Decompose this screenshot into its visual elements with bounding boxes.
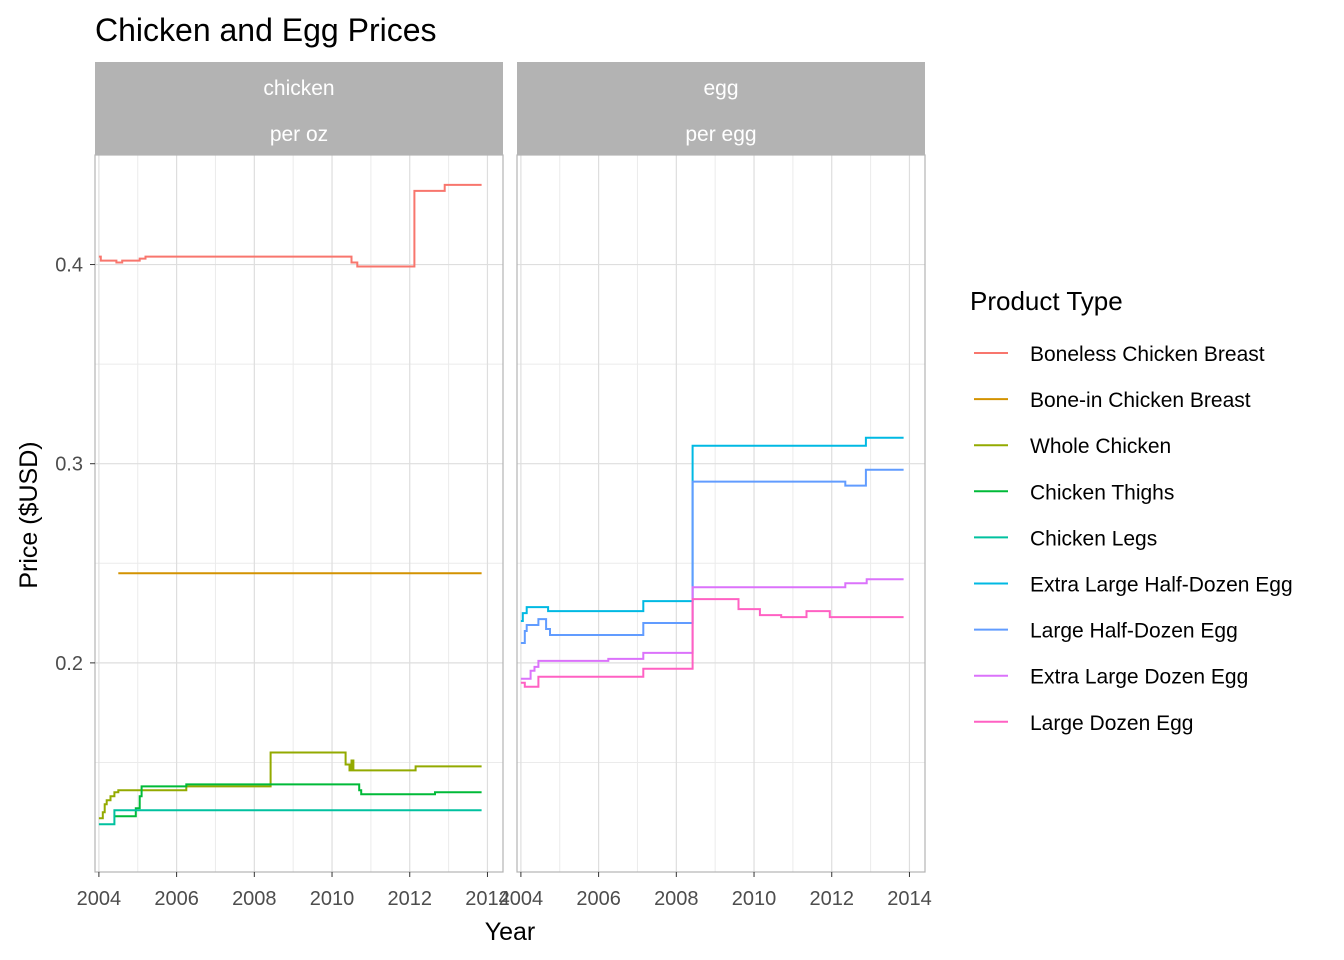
facet-strip-label: per egg	[685, 123, 756, 146]
series-line	[98, 183, 482, 268]
x-tick-label: 2008	[232, 888, 277, 910]
legend-label: Bone-in Chicken Breast	[1030, 389, 1251, 412]
facet-strip	[517, 62, 925, 155]
facet-strip	[95, 62, 503, 155]
y-tick-label: 0.3	[55, 454, 83, 476]
x-tick-label: 2008	[654, 888, 699, 910]
legend-label: Boneless Chicken Breast	[1030, 343, 1265, 366]
facet-panel-egg: egg per egg 2004 2006 2008 2010 2012 2014	[499, 62, 932, 910]
series-line	[520, 598, 904, 688]
x-tick-label: 2006	[576, 888, 621, 910]
series-line	[98, 751, 482, 820]
facet-strip-label: chicken	[263, 77, 334, 100]
chart-title: Chicken and Egg Prices	[95, 12, 437, 48]
x-tick-label: 2010	[732, 888, 777, 910]
legend-title: Product Type	[970, 286, 1123, 316]
facet-panel-chicken: chicken per oz 2004 2006 2008 2010 2012 2014 0.2…	[55, 62, 510, 910]
legend-label: Chicken Legs	[1030, 527, 1157, 550]
legend-label: Large Half-Dozen Egg	[1030, 620, 1238, 643]
series-line	[520, 468, 904, 644]
legend-label: Extra Large Half-Dozen Egg	[1030, 574, 1293, 597]
panel-border	[516, 154, 926, 873]
legend-label: Extra Large Dozen Egg	[1030, 666, 1248, 689]
x-tick-label: 2004	[499, 888, 544, 910]
y-tick-label: 0.2	[55, 653, 83, 675]
x-tick-label: 2010	[310, 888, 355, 910]
legend-label: Large Dozen Egg	[1030, 712, 1193, 735]
series-line	[520, 436, 904, 622]
legend: Product Type Boneless Chicken Breast Bone…	[970, 286, 1293, 735]
x-tick-label: 2012	[809, 888, 854, 910]
y-axis-title: Price ($USD)	[15, 441, 43, 588]
facet-strip-label: per oz	[270, 123, 328, 146]
x-tick-label: 2006	[154, 888, 199, 910]
y-tick-label: 0.4	[55, 255, 83, 277]
series-line	[98, 809, 482, 826]
x-axis-title: Year	[485, 918, 536, 946]
series-line	[114, 783, 482, 818]
x-tick-label: 2004	[77, 888, 122, 910]
x-tick-label: 2014	[887, 888, 932, 910]
legend-label: Whole Chicken	[1030, 435, 1171, 458]
x-tick-label: 2014	[465, 888, 510, 910]
x-tick-label: 2012	[387, 888, 432, 910]
series-line	[520, 578, 904, 680]
facet-strip-label: egg	[703, 77, 738, 100]
legend-label: Chicken Thighs	[1030, 481, 1174, 504]
panel-border	[94, 154, 504, 873]
